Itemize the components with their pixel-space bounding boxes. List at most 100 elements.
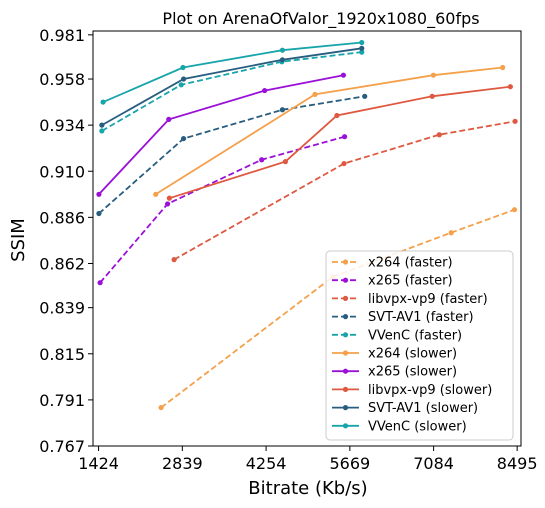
y-tick-label: 0.862 <box>39 254 85 273</box>
data-point <box>259 157 265 163</box>
legend-item: SVT-AV1 (slower) <box>332 401 478 416</box>
data-point <box>436 132 442 138</box>
y-tick-label: 0.839 <box>39 299 85 318</box>
y-tick-label: 0.934 <box>39 116 85 135</box>
series-line <box>99 135 345 284</box>
legend-label: VVenC (faster) <box>368 328 462 343</box>
data-point <box>166 195 172 201</box>
y-tick-label: 0.815 <box>39 345 85 364</box>
legend-item: VVenC (slower) <box>332 419 467 434</box>
data-point <box>341 134 348 140</box>
series-line <box>173 120 516 261</box>
legend-label: libvpx-vp9 (faster) <box>368 292 488 307</box>
data-point <box>448 230 454 236</box>
legend-label: x264 (slower) <box>368 347 457 362</box>
data-point <box>100 99 106 105</box>
y-axis-label: SSIM <box>8 218 29 262</box>
data-point <box>512 118 518 124</box>
legend-label: x265 (faster) <box>368 274 453 289</box>
legend-marker <box>342 386 349 392</box>
data-point <box>279 57 286 63</box>
data-point <box>279 107 286 113</box>
x-axis-label: Bitrate (Kb/s) <box>248 478 367 499</box>
y-tick-label: 0.767 <box>39 437 85 456</box>
data-point <box>334 112 340 119</box>
legend-marker <box>342 405 349 411</box>
y-tick-label: 0.981 <box>39 26 85 45</box>
legend-marker <box>342 295 349 301</box>
data-point <box>511 207 518 213</box>
y-tick-label: 0.791 <box>39 391 85 410</box>
data-point <box>359 49 365 55</box>
data-point <box>96 191 102 197</box>
legend-label: SVT-AV1 (faster) <box>368 310 474 325</box>
series-5 <box>153 64 506 197</box>
data-point <box>429 93 435 99</box>
legend: x264 (faster) x265 (faster) libvpx-vp9 (fa… <box>325 250 514 441</box>
series-line <box>98 95 365 215</box>
series-2 <box>171 118 518 263</box>
series-4 <box>99 49 365 134</box>
x-tick-label: 5669 <box>329 454 370 473</box>
legend-marker <box>342 277 349 283</box>
legend-marker <box>342 350 349 356</box>
series-3 <box>96 93 368 217</box>
series-1 <box>97 134 348 286</box>
data-point <box>171 257 177 263</box>
legend-label: SVT-AV1 (slower) <box>368 401 478 416</box>
data-point <box>99 122 105 128</box>
data-point <box>340 72 347 78</box>
legend-frame <box>325 250 514 441</box>
data-point <box>97 280 103 286</box>
legend-item: libvpx-vp9 (faster) <box>332 292 488 307</box>
legend-item: x264 (slower) <box>332 347 457 362</box>
data-point <box>180 64 186 71</box>
x-tick-label: 2839 <box>162 454 203 473</box>
y-tick-label: 0.886 <box>39 208 85 227</box>
legend-item: libvpx-vp9 (slower) <box>332 383 492 398</box>
axes: 1424 2839 4254 5669 7084 8495 0.767 0.791 0.815 0… <box>39 26 537 473</box>
series-8 <box>99 45 365 128</box>
data-point <box>164 201 171 207</box>
data-point <box>500 64 506 71</box>
legend-marker <box>342 314 349 320</box>
series-9 <box>100 39 365 105</box>
legend-label: x264 (faster) <box>368 256 453 271</box>
legend-marker <box>342 259 349 265</box>
data-point <box>430 72 436 78</box>
legend-item: SVT-AV1 (faster) <box>332 310 474 325</box>
series-layer <box>96 39 518 411</box>
x-tick-label: 7084 <box>413 454 454 473</box>
legend-marker <box>342 423 349 429</box>
data-point <box>359 39 365 46</box>
series-6 <box>96 72 347 197</box>
data-point <box>282 159 288 165</box>
data-point <box>96 210 102 217</box>
series-line <box>101 47 362 126</box>
data-point <box>180 76 187 82</box>
x-tick-label: 1424 <box>78 454 119 473</box>
data-point <box>279 47 286 53</box>
legend-label: x265 (slower) <box>368 365 457 380</box>
data-point <box>166 116 172 122</box>
data-point <box>178 82 184 88</box>
data-point <box>158 404 164 411</box>
data-point <box>99 128 105 134</box>
data-point <box>341 160 347 167</box>
series-7 <box>166 84 513 201</box>
legend-item: x265 (faster) <box>332 274 453 289</box>
y-tick-label: 0.958 <box>39 70 85 89</box>
legend-marker <box>342 332 349 338</box>
data-point <box>180 135 187 142</box>
data-point <box>359 45 365 51</box>
series-line <box>155 66 503 196</box>
series-line <box>98 74 344 195</box>
legend-marker <box>342 368 349 374</box>
legend-item: VVenC (faster) <box>332 328 462 343</box>
legend-label: libvpx-vp9 (slower) <box>368 383 492 398</box>
series-line <box>102 41 362 103</box>
legend-item: x264 (faster) <box>332 256 453 271</box>
chart-title: Plot on ArenaOfValor_1920x1080_60fps <box>162 9 479 29</box>
series-line <box>101 51 362 132</box>
